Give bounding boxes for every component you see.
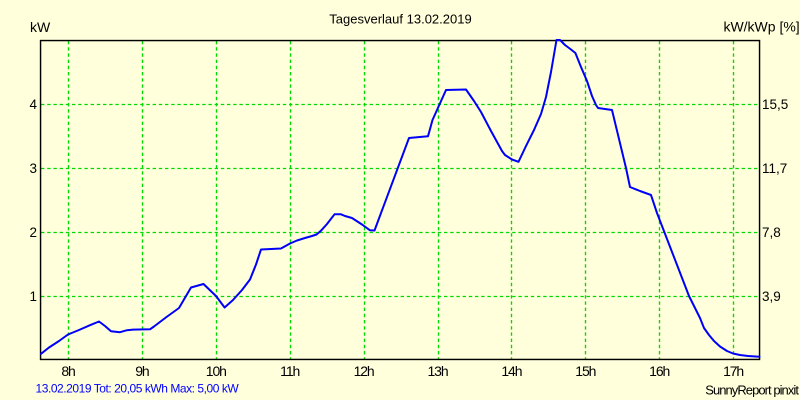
svg-text:1: 1 bbox=[29, 289, 37, 304]
svg-text:13.02.2019 Tot: 20,05 kWh Max:: 13.02.2019 Tot: 20,05 kWh Max: 5,00 kW bbox=[36, 382, 240, 396]
svg-text:8h: 8h bbox=[61, 363, 75, 379]
svg-text:4: 4 bbox=[29, 97, 37, 112]
svg-text:SunnyReport pinxit: SunnyReport pinxit bbox=[705, 383, 799, 398]
svg-text:13h: 13h bbox=[427, 363, 447, 379]
svg-text:kW/kWp [%]: kW/kWp [%] bbox=[723, 19, 799, 35]
svg-text:kW: kW bbox=[30, 19, 51, 35]
svg-text:15h: 15h bbox=[575, 363, 595, 379]
svg-text:16h: 16h bbox=[649, 363, 669, 379]
svg-text:9h: 9h bbox=[135, 363, 149, 379]
svg-text:11,7: 11,7 bbox=[762, 161, 787, 176]
svg-text:3,9: 3,9 bbox=[762, 289, 781, 304]
svg-text:2: 2 bbox=[29, 225, 37, 240]
svg-text:12h: 12h bbox=[354, 363, 374, 379]
svg-text:10h: 10h bbox=[206, 363, 226, 379]
svg-text:14h: 14h bbox=[501, 363, 521, 379]
svg-text:15,5: 15,5 bbox=[762, 97, 788, 112]
svg-text:Tagesverlauf 13.02.2019: Tagesverlauf 13.02.2019 bbox=[329, 12, 471, 27]
svg-text:11h: 11h bbox=[280, 363, 299, 379]
svg-text:7,8: 7,8 bbox=[762, 225, 781, 240]
svg-text:3: 3 bbox=[29, 161, 37, 176]
svg-text:17h: 17h bbox=[723, 363, 743, 379]
